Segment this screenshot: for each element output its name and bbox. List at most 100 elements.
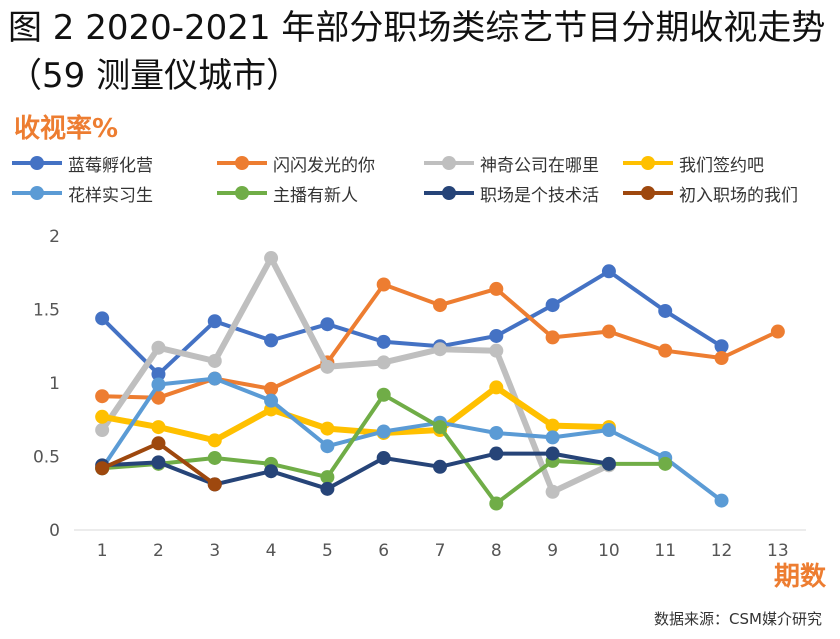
- legend-entry: 蓝莓孵化营: [10, 150, 153, 176]
- legend-label: 花样实习生: [68, 185, 153, 206]
- data-point: [264, 393, 279, 408]
- data-point: [320, 317, 335, 332]
- data-point: [433, 420, 447, 435]
- legend-entry: 花样实习生: [10, 180, 153, 206]
- data-point: [601, 423, 616, 438]
- x-tick-label: 13: [767, 541, 789, 561]
- legend-label: 我们签约吧: [679, 155, 764, 176]
- data-point: [489, 446, 504, 461]
- data-point: [151, 367, 166, 382]
- legend-marker-icon: [217, 156, 267, 170]
- data-point: [545, 484, 560, 499]
- series-line: [99, 255, 612, 495]
- series-line: [100, 269, 724, 377]
- data-point: [376, 424, 391, 439]
- data-point: [433, 298, 447, 313]
- legend-label: 神奇公司在哪里: [480, 155, 599, 176]
- x-tick-label: 7: [435, 541, 446, 561]
- data-point: [658, 303, 673, 318]
- data-point: [151, 436, 166, 451]
- legend-entry: 职场是个技术活: [422, 180, 599, 206]
- data-point: [714, 493, 729, 508]
- legend-entry: 神奇公司在哪里: [422, 150, 599, 176]
- data-point: [151, 420, 166, 435]
- data-point: [207, 450, 222, 465]
- legend-label: 初入职场的我们: [679, 185, 798, 206]
- data-point: [489, 343, 504, 358]
- data-point: [545, 430, 560, 445]
- data-point: [489, 380, 504, 395]
- data-point: [264, 464, 279, 479]
- legend-marker-icon: [424, 186, 474, 200]
- legend-marker-icon: [424, 156, 474, 170]
- legend-entry: 主播有新人: [215, 180, 358, 206]
- data-point: [95, 409, 110, 424]
- series-line: [100, 392, 668, 506]
- data-point: [95, 461, 110, 476]
- data-point: [207, 353, 222, 368]
- y-tick-label: 1: [49, 374, 60, 394]
- data-point: [770, 324, 785, 339]
- data-point: [658, 343, 673, 358]
- data-point: [207, 477, 222, 492]
- x-tick-label: 10: [598, 541, 620, 561]
- series-line: [100, 451, 611, 491]
- data-point: [95, 311, 110, 326]
- legend-entry: 我们签约吧: [621, 150, 764, 176]
- y-axis-title: 收视率%: [14, 114, 119, 144]
- data-point: [264, 333, 279, 348]
- chart-legend: 蓝莓孵化营 闪闪发光的你 神奇公司在哪里 我们签约吧花样实习生 主播有新人 职场是个技术活…: [10, 150, 830, 212]
- x-tick-label: 5: [322, 541, 333, 561]
- data-point: [658, 456, 673, 471]
- data-point: [320, 359, 335, 374]
- data-point: [320, 470, 335, 485]
- data-point: [489, 281, 504, 296]
- data-point: [151, 455, 166, 470]
- data-point: [545, 418, 560, 433]
- data-point: [151, 340, 166, 355]
- data-point: [207, 371, 222, 386]
- legend-label: 闪闪发光的你: [273, 155, 375, 176]
- data-point: [545, 330, 560, 345]
- legend-marker-icon: [12, 186, 62, 200]
- legend-marker-icon: [217, 186, 267, 200]
- x-tick-label: 9: [547, 541, 558, 561]
- data-point: [545, 446, 560, 461]
- x-tick-label: 1: [97, 541, 108, 561]
- x-tick-label: 11: [654, 541, 676, 561]
- legend-marker-icon: [12, 156, 62, 170]
- data-point: [601, 264, 616, 279]
- data-point: [95, 423, 110, 438]
- y-tick-label: 2: [49, 227, 60, 247]
- y-tick-label: 0: [49, 521, 60, 541]
- data-point: [433, 459, 447, 474]
- x-tick-label: 3: [209, 541, 220, 561]
- data-point: [601, 456, 616, 471]
- legend-label: 蓝莓孵化营: [68, 155, 153, 176]
- data-point: [95, 389, 110, 404]
- legend-label: 主播有新人: [273, 185, 358, 206]
- data-point: [601, 324, 616, 339]
- x-tick-label: 2: [153, 541, 164, 561]
- data-point: [264, 381, 279, 396]
- data-point: [714, 339, 729, 354]
- data-point: [376, 277, 391, 292]
- data-point: [714, 351, 729, 366]
- x-tick-label: 4: [266, 541, 277, 561]
- data-point: [151, 377, 166, 392]
- data-point: [376, 355, 391, 370]
- data-point: [433, 342, 447, 357]
- x-tick-label: 6: [378, 541, 389, 561]
- legend-marker-icon: [623, 156, 673, 170]
- legend-entry: 闪闪发光的你: [215, 150, 375, 176]
- legend-entry: 初入职场的我们: [621, 180, 798, 206]
- chart-title: 图 2 2020-2021 年部分职场类综艺节目分期收视走势（59 测量仪城市）: [8, 8, 826, 96]
- series-line: [100, 376, 724, 503]
- data-point: [376, 387, 391, 402]
- data-point: [545, 298, 560, 313]
- data-point: [207, 433, 222, 448]
- x-tick-label: 12: [711, 541, 733, 561]
- y-tick-label: 0.5: [33, 448, 60, 468]
- data-point: [320, 481, 335, 496]
- data-point: [151, 390, 166, 405]
